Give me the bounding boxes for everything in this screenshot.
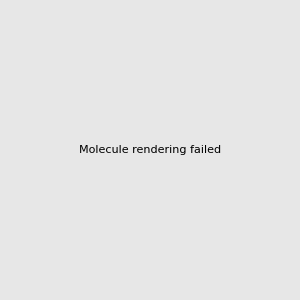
Text: Molecule rendering failed: Molecule rendering failed — [79, 145, 221, 155]
